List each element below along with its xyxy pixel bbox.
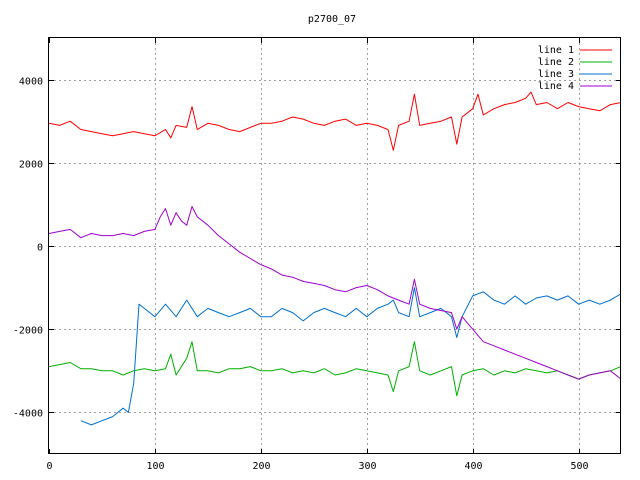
x-tick-label: 300 [358, 461, 376, 472]
legend-label-3: line 3 [538, 69, 574, 80]
x-tick-label: 400 [464, 461, 482, 472]
series-line-3 [80, 287, 621, 426]
y-tick-label: 4000 [19, 77, 43, 88]
legend-label-2: line 2 [538, 57, 574, 68]
series-lines [49, 91, 621, 426]
series-line-2 [49, 341, 621, 397]
y-tick-label: -2000 [13, 326, 43, 337]
axis-ticks: 0 100 200 300 400 500 -4000 -2000 0 2000 4000 [13, 38, 621, 472]
y-tick-label: 0 [37, 243, 43, 254]
legend-label-4: line 4 [538, 81, 574, 92]
legend-label-1: line 1 [538, 45, 574, 56]
series-line-4 [49, 206, 621, 380]
chart-title: p2700_07 [308, 14, 356, 25]
x-tick-label: 200 [252, 461, 270, 472]
x-tick-label: 0 [46, 461, 52, 472]
gridlines [49, 38, 621, 454]
y-tick-label: -4000 [13, 409, 43, 420]
x-tick-label: 500 [570, 461, 588, 472]
x-tick-label: 100 [146, 461, 164, 472]
plot-frame [48, 37, 621, 454]
y-tick-label: 2000 [19, 160, 43, 171]
series-line-1 [49, 91, 621, 151]
